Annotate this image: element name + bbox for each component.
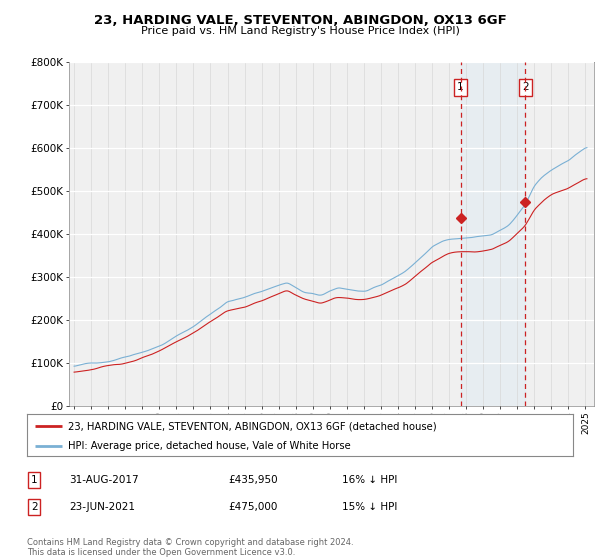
Text: Contains HM Land Registry data © Crown copyright and database right 2024.
This d: Contains HM Land Registry data © Crown c… bbox=[27, 538, 353, 557]
Text: 15% ↓ HPI: 15% ↓ HPI bbox=[342, 502, 397, 512]
Text: £435,950: £435,950 bbox=[228, 475, 278, 485]
Text: 2: 2 bbox=[31, 502, 38, 512]
Bar bbox=[461, 62, 526, 406]
Text: 23-JUN-2021: 23-JUN-2021 bbox=[69, 502, 135, 512]
Text: 31-AUG-2017: 31-AUG-2017 bbox=[69, 475, 139, 485]
Text: 16% ↓ HPI: 16% ↓ HPI bbox=[342, 475, 397, 485]
Text: 1: 1 bbox=[457, 82, 464, 92]
Text: HPI: Average price, detached house, Vale of White Horse: HPI: Average price, detached house, Vale… bbox=[68, 441, 350, 451]
Text: 23, HARDING VALE, STEVENTON, ABINGDON, OX13 6GF: 23, HARDING VALE, STEVENTON, ABINGDON, O… bbox=[94, 14, 506, 27]
Text: Price paid vs. HM Land Registry's House Price Index (HPI): Price paid vs. HM Land Registry's House … bbox=[140, 26, 460, 36]
Text: 23, HARDING VALE, STEVENTON, ABINGDON, OX13 6GF (detached house): 23, HARDING VALE, STEVENTON, ABINGDON, O… bbox=[68, 421, 437, 431]
Text: 1: 1 bbox=[31, 475, 38, 485]
Text: £475,000: £475,000 bbox=[228, 502, 277, 512]
Text: 2: 2 bbox=[522, 82, 529, 92]
